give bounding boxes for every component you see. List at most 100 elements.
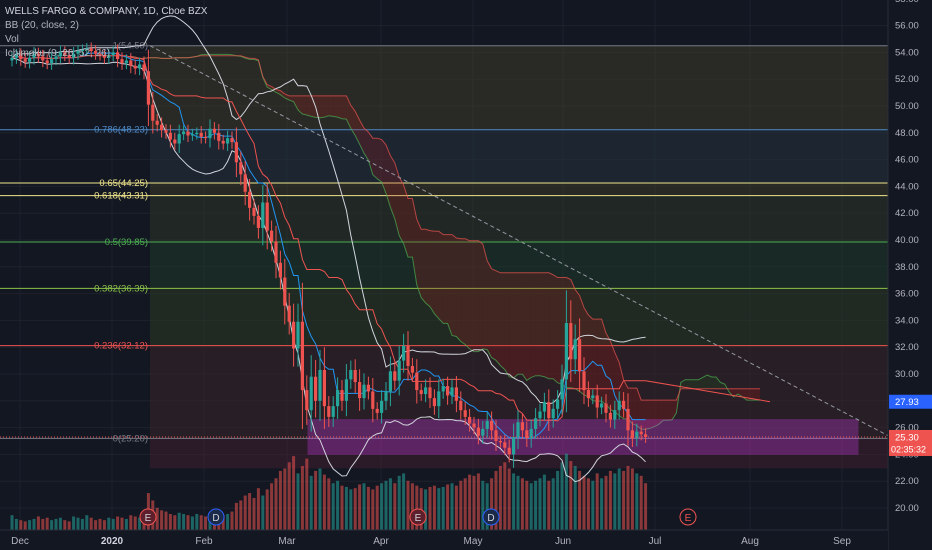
candle-body bbox=[481, 428, 485, 436]
volume-bar bbox=[318, 468, 322, 530]
volume-indicator-label[interactable]: Vol bbox=[5, 34, 19, 45]
cloud-segment bbox=[500, 272, 505, 370]
cloud-segment bbox=[394, 162, 400, 236]
volume-bar bbox=[322, 474, 326, 530]
volume-bar bbox=[199, 515, 203, 530]
fib-band bbox=[150, 183, 888, 196]
volume-bar bbox=[542, 474, 546, 530]
candle-body bbox=[529, 428, 533, 439]
cloud-segment bbox=[707, 375, 712, 389]
volume-bar bbox=[296, 473, 300, 530]
volume-bar bbox=[336, 480, 340, 530]
volume-bar bbox=[538, 478, 542, 530]
candle-body bbox=[388, 371, 392, 392]
candle-body bbox=[415, 372, 419, 391]
earnings-marker-label: E bbox=[685, 513, 692, 524]
candle-body bbox=[490, 420, 494, 431]
candle-body bbox=[573, 339, 577, 360]
volume-bar bbox=[595, 473, 599, 530]
volume-bar bbox=[630, 468, 634, 530]
price-tick-label: 48.00 bbox=[895, 128, 919, 139]
cloud-segment bbox=[698, 377, 703, 389]
volume-bar bbox=[362, 483, 366, 530]
candle-body bbox=[450, 387, 454, 396]
volume-bar bbox=[58, 517, 62, 530]
volume-bar bbox=[635, 473, 639, 530]
cloud-segment bbox=[597, 319, 602, 402]
candle-body bbox=[221, 140, 225, 144]
candle-body bbox=[190, 134, 194, 136]
fib-label: 0.618(43.31) bbox=[94, 191, 148, 202]
candle-body bbox=[635, 431, 639, 439]
senkou-span-b-line bbox=[126, 55, 760, 401]
volume-bar bbox=[28, 520, 32, 530]
cloud-segment bbox=[280, 90, 285, 98]
bb-indicator-label[interactable]: BB (20, close, 2) bbox=[5, 20, 79, 31]
time-axis-background bbox=[0, 530, 888, 550]
price-tick-label: 58.00 bbox=[895, 0, 919, 5]
candle-body bbox=[199, 132, 203, 137]
candle-body bbox=[300, 321, 304, 391]
candle-body bbox=[358, 382, 362, 399]
candle-body bbox=[472, 423, 476, 428]
volume-bar bbox=[309, 475, 313, 530]
cloud-segment bbox=[526, 272, 532, 381]
volume-bar bbox=[608, 470, 612, 530]
candle-body bbox=[146, 71, 150, 105]
ichimoku-indicator-label[interactable]: Ichimoku (9, 26, 52, 26) bbox=[5, 48, 111, 59]
volume-bar bbox=[94, 520, 98, 530]
volume-bar bbox=[124, 518, 128, 530]
candle-body bbox=[168, 132, 172, 140]
volume-bar bbox=[468, 474, 472, 530]
candle-body bbox=[212, 128, 216, 133]
volume-bar bbox=[76, 517, 80, 530]
candle-body bbox=[208, 128, 212, 139]
symbol-title[interactable]: WELLS FARGO & COMPANY, 1D, Cboe BZX bbox=[5, 6, 208, 17]
candle-body bbox=[397, 360, 401, 381]
volume-bar bbox=[644, 483, 648, 530]
candle-body bbox=[164, 130, 168, 133]
trendline[interactable] bbox=[149, 45, 889, 437]
candle-body bbox=[107, 55, 111, 58]
candle-body bbox=[344, 379, 348, 401]
volume-bar bbox=[248, 493, 252, 530]
volume-bar bbox=[261, 495, 265, 530]
price-tick-label: 34.00 bbox=[895, 315, 919, 326]
cloud-segment bbox=[588, 315, 593, 401]
last-price-label: 25.30 bbox=[895, 432, 919, 443]
candle-body bbox=[67, 55, 71, 58]
candle-body bbox=[248, 191, 252, 208]
cloud-segment bbox=[729, 388, 734, 397]
price-tick-label: 26.00 bbox=[895, 423, 919, 434]
volume-bar bbox=[278, 470, 282, 530]
volume-bar bbox=[67, 521, 71, 530]
candle-body bbox=[591, 395, 595, 399]
candle-body bbox=[32, 53, 36, 58]
candle-body bbox=[331, 406, 335, 417]
volume-bar bbox=[287, 462, 291, 530]
candle-body bbox=[569, 323, 573, 360]
candle-body bbox=[305, 390, 309, 411]
candle-body bbox=[186, 131, 190, 136]
candle-body bbox=[626, 408, 630, 431]
volume-bar bbox=[89, 517, 93, 530]
volume-bar bbox=[446, 484, 450, 530]
volume-bar bbox=[578, 470, 582, 530]
chart-legend: WELLS FARGO & COMPANY, 1D, Cboe BZX BB (… bbox=[5, 5, 207, 61]
volume-bar bbox=[239, 500, 243, 530]
cloud-segment bbox=[452, 234, 457, 337]
time-axis[interactable]: Dec 2020 Feb Mar Apr May Jun Jul Aug Sep bbox=[0, 529, 888, 550]
kijun-price-tag bbox=[889, 394, 932, 409]
candle-body bbox=[274, 241, 278, 263]
volume-bar bbox=[375, 485, 379, 530]
candle-body bbox=[380, 400, 384, 413]
event-markers[interactable]: E E ED D bbox=[139, 508, 697, 526]
candle-body bbox=[494, 430, 498, 441]
candle-body bbox=[600, 403, 604, 408]
volume-bar bbox=[85, 515, 89, 530]
volume-bar bbox=[564, 453, 568, 530]
fib-band-extension bbox=[150, 438, 888, 469]
candle-body bbox=[309, 376, 313, 411]
